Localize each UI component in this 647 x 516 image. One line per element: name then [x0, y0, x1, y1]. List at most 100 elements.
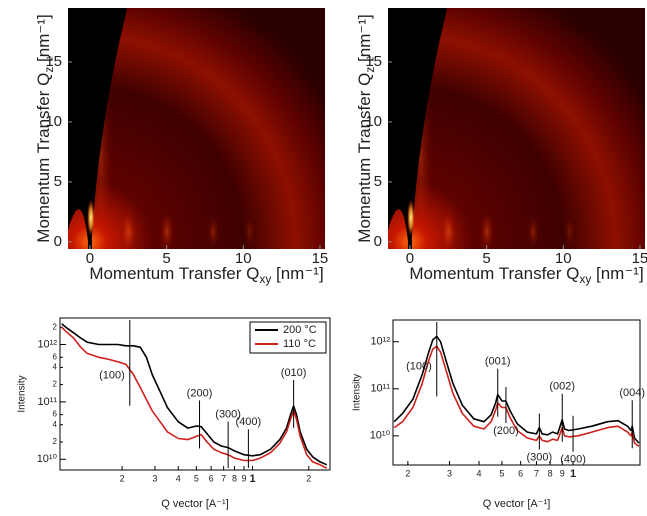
beamstop	[87, 239, 92, 249]
y-tick-label: 2	[53, 322, 58, 331]
axis-label: Q vector [A⁻¹]	[161, 498, 229, 510]
annotation-label: (200)	[493, 425, 519, 437]
axis-label: Momentum Transfer Qxy [nm⁻¹]	[89, 264, 323, 286]
heat-streak	[206, 214, 220, 249]
series-line	[393, 335, 640, 444]
y-tick-label: 5	[374, 173, 382, 190]
heat-streak	[243, 217, 255, 247]
x-tick-label: 0	[86, 250, 94, 267]
x-tick-label: 10	[235, 250, 252, 267]
x-tick-label: 1	[249, 473, 255, 485]
axis-label-part: Momentum Transfer Q	[34, 73, 53, 243]
annotation-label: (004)	[619, 387, 645, 399]
axis-label: Momentum Transfer Qz [nm⁻¹]	[355, 14, 377, 242]
x-tick-label: 2	[306, 473, 311, 483]
y-tick-label: 10¹²	[370, 336, 390, 348]
x-tick-label: 1	[570, 468, 576, 480]
y-tick-label: 0	[374, 233, 382, 250]
x-tick-label: 6	[209, 473, 214, 483]
x-tick-label: 8	[548, 468, 553, 478]
x-tick-label: 8	[232, 473, 237, 483]
x-tick-label: 5	[482, 250, 490, 267]
annotation-label: (400)	[236, 416, 262, 428]
legend-box	[249, 321, 327, 354]
x-tick-label: 5	[499, 468, 504, 478]
plot-frame	[59, 317, 331, 471]
heat-streak	[159, 211, 175, 249]
series-line	[393, 345, 640, 447]
annotation-label: (200)	[187, 387, 213, 399]
axis-label-part: xy	[259, 272, 271, 286]
y-tick-label: 6	[53, 410, 58, 419]
x-tick-label: 3	[447, 468, 452, 478]
y-tick-label: 0	[54, 233, 62, 250]
legend-label: 110 °C	[283, 338, 316, 350]
y-tick-label: 6	[53, 352, 58, 361]
axis-label-part: [nm⁻¹]	[591, 264, 643, 283]
missing-wedge	[388, 8, 448, 246]
y-tick-label: 15	[45, 53, 62, 70]
axis-label-part: Momentum Transfer Q	[89, 264, 259, 283]
x-tick-label: 3	[152, 473, 157, 483]
x-tick-label: 10	[555, 250, 572, 267]
legend-label: 200 °C	[283, 324, 317, 336]
y-tick-label: 15	[365, 53, 382, 70]
beamstop	[407, 239, 412, 249]
x-tick-label: 2	[405, 468, 410, 478]
annotation-label: (001)	[485, 356, 511, 368]
specular-spot	[86, 198, 95, 237]
heatmap-image	[388, 8, 645, 249]
axis-label-part: z	[363, 67, 377, 73]
axis-label-part: [nm⁻¹]	[355, 14, 374, 66]
x-tick-label: 0	[406, 250, 414, 267]
specular-spot	[406, 198, 415, 237]
annotation-label: (010)	[281, 367, 307, 379]
axis-label: Momentum Transfer Qz [nm⁻¹]	[34, 14, 56, 242]
y-tick-label: 4	[53, 362, 58, 371]
annotation-label: (002)	[549, 381, 575, 393]
x-tick-label: 15	[632, 250, 647, 267]
x-tick-label: 2	[120, 473, 125, 483]
y-tick-label: 10¹⁰	[37, 453, 58, 465]
axis-label: Momentum Transfer Qxy [nm⁻¹]	[409, 264, 643, 286]
axis-label-part: [nm⁻¹]	[34, 14, 53, 66]
series-line	[61, 326, 328, 469]
heat-streak	[526, 214, 540, 249]
plot-frame	[392, 319, 641, 466]
axis-label-part: xy	[579, 272, 591, 286]
heat-streak	[439, 207, 458, 249]
axis-label-part: z	[42, 67, 56, 73]
axis-label-part: Momentum Transfer Q	[409, 264, 579, 283]
heat-streak	[479, 211, 495, 249]
annotation-label: (100)	[99, 370, 125, 382]
y-tick-label: 2	[53, 437, 58, 446]
x-tick-label: 5	[162, 250, 170, 267]
x-tick-label: 4	[477, 468, 482, 478]
missing-wedge	[68, 8, 128, 246]
y-tick-label: 10	[45, 113, 62, 130]
axis-label-part: [nm⁻¹]	[271, 264, 323, 283]
y-tick-label: 10	[365, 113, 382, 130]
annotation-label: (400)	[560, 454, 586, 466]
x-tick-label: 4	[176, 473, 181, 483]
heat-streak	[563, 217, 575, 247]
annotation-label: (300)	[215, 408, 241, 420]
heat-streak	[119, 207, 138, 249]
x-tick-label: 6	[518, 468, 523, 478]
annotation-label: (100)	[406, 360, 432, 372]
x-tick-label: 5	[194, 473, 199, 483]
axis-label: Q vector [A⁻¹]	[483, 498, 551, 510]
annotation-label: (300)	[526, 451, 552, 463]
y-tick-label: 10¹⁰	[370, 430, 391, 442]
y-tick-label: 10¹¹	[37, 396, 57, 408]
x-tick-label: 15	[312, 250, 329, 267]
y-tick-label: 5	[54, 173, 62, 190]
axis-label: Intensity	[17, 375, 28, 412]
y-tick-label: 4	[53, 420, 58, 429]
x-tick-label: 7	[221, 473, 226, 483]
y-tick-label: 10¹¹	[370, 383, 390, 395]
axis-label: Intensity	[352, 374, 363, 411]
series-line	[61, 323, 328, 466]
y-tick-label: 2	[53, 380, 58, 389]
